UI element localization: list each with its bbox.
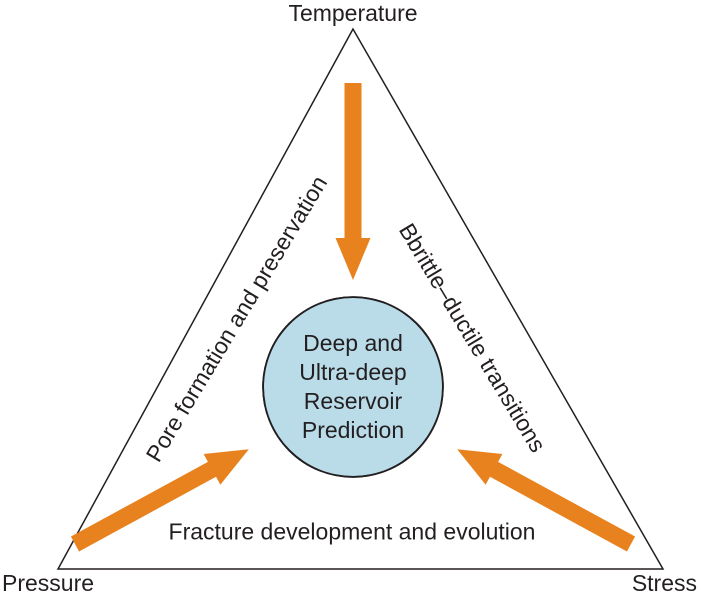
center-text-line: Prediction xyxy=(301,417,405,443)
vertex-label-stress: Stress xyxy=(631,570,697,596)
arrow-up-left-icon xyxy=(457,449,636,552)
center-text-line: Deep and xyxy=(303,330,403,356)
edge-label-fracture-development: Fracture development and evolution xyxy=(168,518,536,545)
triangle-outline xyxy=(56,27,665,570)
center-circle-fill xyxy=(264,298,442,476)
arrow-pressure-to-center xyxy=(70,449,249,552)
vertex-label-pressure: Pressure xyxy=(2,570,95,596)
arrow-up-right-icon xyxy=(70,449,249,552)
arrow-down-icon xyxy=(335,83,371,280)
vertex-label-temperature: Temperature xyxy=(288,0,418,26)
center-circle-outline xyxy=(262,296,444,478)
center-circle-text: Deep and Ultra-deep Reservoir Prediction xyxy=(299,329,406,445)
center-text-line: Reservoir xyxy=(303,388,403,414)
arrow-temperature-to-center xyxy=(335,83,371,280)
center-text-line: Ultra-deep xyxy=(299,359,407,385)
arrow-stress-to-center xyxy=(457,449,636,552)
